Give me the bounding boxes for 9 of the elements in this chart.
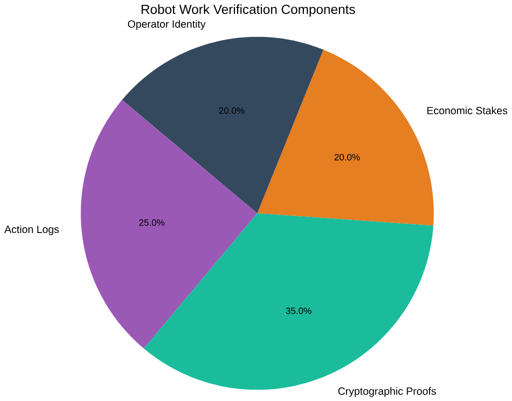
slice-label: Economic Stakes xyxy=(427,106,508,114)
slice-label: Cryptographic Proofs xyxy=(338,386,436,397)
chart-title: Robot Work Verification Components xyxy=(142,4,355,16)
data-label: 20.0% xyxy=(219,107,244,114)
data-label: 25.0% xyxy=(139,219,164,226)
slice-label: Operator Identity xyxy=(128,20,206,30)
data-label: 20.0% xyxy=(334,154,360,160)
data-label: 35.0% xyxy=(286,307,312,314)
slice-label: Action Logs xyxy=(4,225,59,235)
